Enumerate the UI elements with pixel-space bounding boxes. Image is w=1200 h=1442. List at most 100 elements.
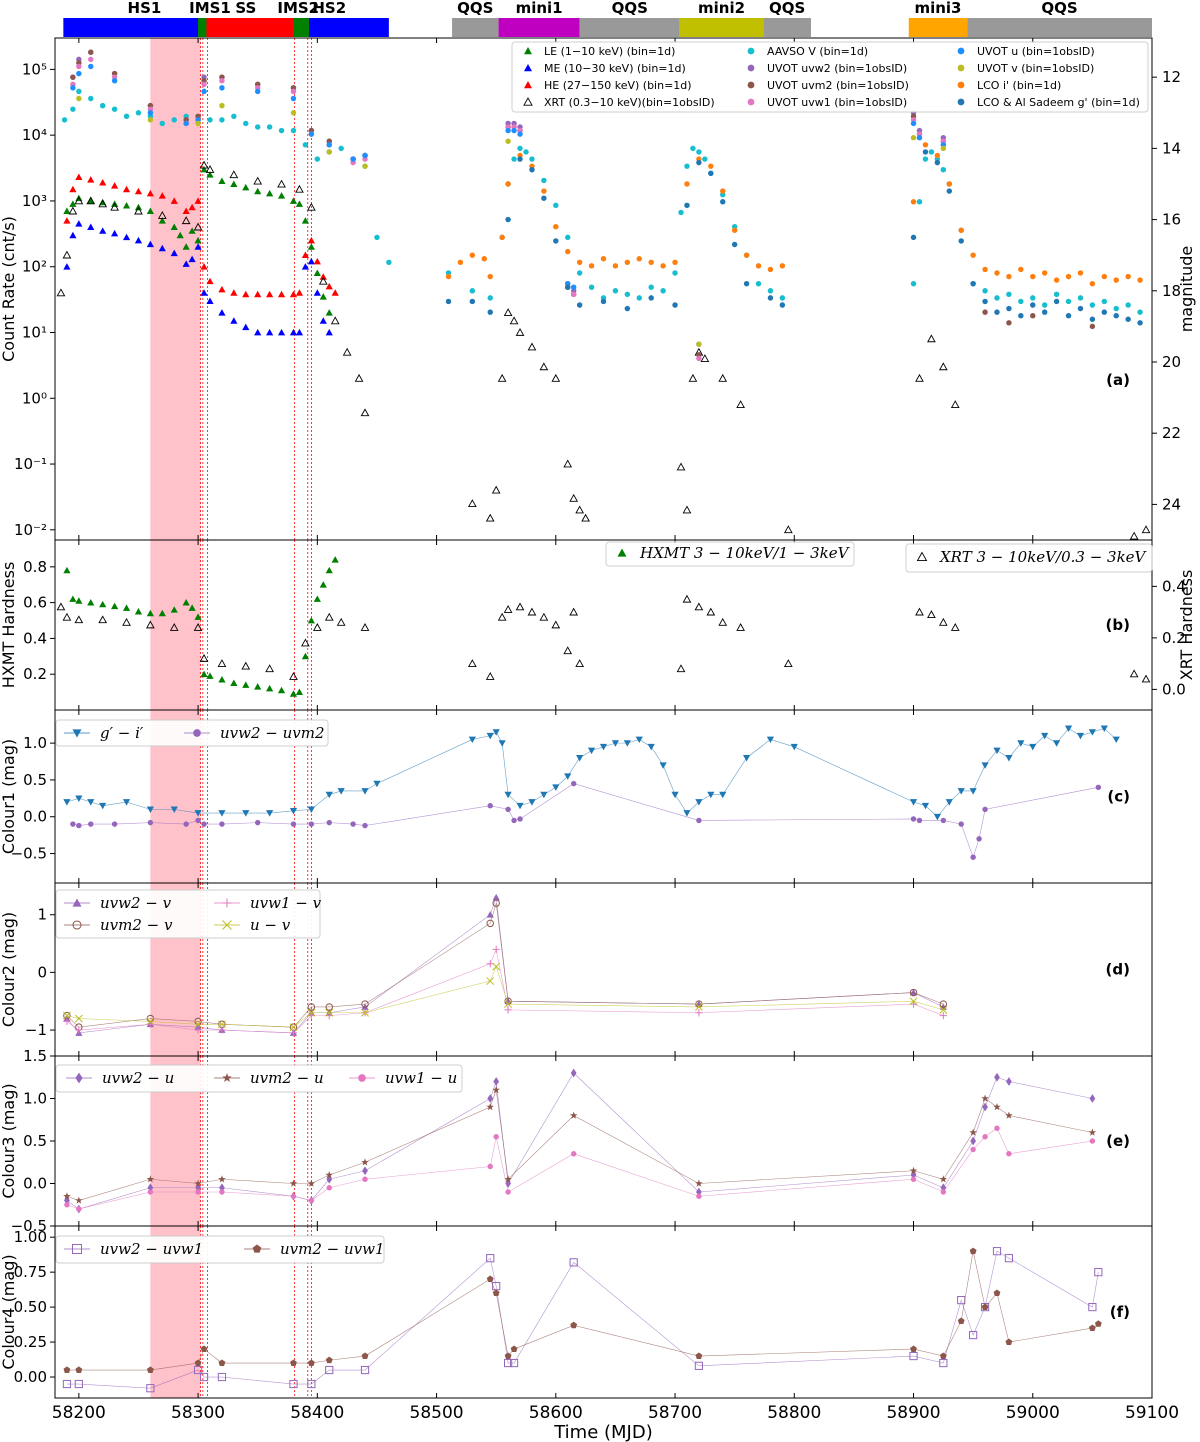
data-point [313, 289, 321, 296]
data-point [146, 1384, 155, 1393]
panel-label: (d) [1106, 961, 1130, 979]
legend-marker [252, 1244, 262, 1253]
y2-axis-label: magnitude [1177, 246, 1196, 333]
data-point [266, 328, 274, 336]
data-point [325, 1008, 334, 1017]
data-point [1077, 295, 1084, 301]
data-point [487, 1094, 494, 1103]
data-point [481, 256, 487, 262]
data-point [950, 400, 960, 408]
data-point [307, 236, 315, 244]
legend-marker [193, 729, 201, 737]
data-point [1064, 725, 1073, 733]
data-point [553, 202, 559, 209]
data-point [492, 1289, 500, 1297]
data-point [301, 217, 310, 224]
data-point [939, 1175, 948, 1183]
data-point [1112, 736, 1120, 744]
data-point [676, 462, 686, 471]
legend-label: u − v [250, 916, 291, 934]
data-point [289, 690, 298, 697]
x-tick-label: 59100 [1125, 1403, 1179, 1423]
series-xrt [56, 160, 1151, 540]
data-point [994, 295, 1000, 301]
data-point [969, 1128, 977, 1136]
y2-axis-label: XRT Hardness [1177, 570, 1196, 681]
data-point [1141, 525, 1151, 534]
data-point [1088, 729, 1096, 736]
data-point [994, 309, 1000, 315]
y2-tick-label: 18 [1162, 282, 1181, 300]
legend-label: UVOT u (bin=1obsID) [977, 45, 1095, 58]
state-segment [763, 18, 811, 37]
legend: uvw2 − v uvw1 − v uvm2 − v u − v [55, 889, 322, 939]
x-tick-label: 58500 [410, 1403, 464, 1423]
legend-marker [957, 81, 965, 89]
data-point [970, 1136, 977, 1146]
data-point [241, 661, 251, 670]
data-point [122, 233, 131, 241]
data-point [1030, 295, 1036, 301]
data-point [122, 799, 131, 806]
data-point [982, 806, 988, 813]
data-point [969, 1247, 977, 1255]
data-point [492, 1086, 500, 1094]
data-point [326, 149, 332, 155]
data-point [290, 1359, 297, 1366]
data-point [982, 1134, 988, 1140]
data-point [242, 183, 250, 191]
data-point [504, 1358, 513, 1368]
data-point [916, 817, 923, 824]
data-point [170, 606, 178, 613]
legend-label: UVOT uvw2 (bin=1obsID) [767, 62, 907, 75]
data-point [69, 200, 77, 207]
data-point [1137, 320, 1143, 326]
legend-marker [957, 47, 965, 55]
panel-label: (e) [1106, 1132, 1130, 1150]
data-point [682, 505, 692, 514]
data-point [736, 400, 745, 408]
data-point [982, 1102, 988, 1112]
data-point [779, 263, 786, 269]
data-point [171, 117, 177, 123]
series-uvw1-u [64, 1125, 1096, 1212]
y-tick-label: 0.5 [23, 1132, 47, 1150]
data-point [1077, 305, 1084, 312]
data-point [517, 145, 523, 152]
data-point [69, 185, 77, 193]
y-tick-label: 0.00 [14, 1368, 47, 1386]
data-point [1029, 743, 1037, 751]
data-point [1089, 316, 1096, 322]
data-point [1100, 725, 1108, 733]
data-point [939, 1005, 948, 1014]
data-point [87, 223, 95, 230]
data-point [194, 1359, 202, 1366]
series-le [63, 165, 333, 316]
y-axis-label: Count Rate (cnt/s) [0, 216, 18, 362]
panel-e: −0.5 0.0 0.5 1.0 1.5 Colour3 (mag) (e) uvw2 − u… [0, 1047, 1153, 1235]
data-point [361, 1008, 369, 1017]
data-point [940, 145, 947, 152]
data-point [588, 284, 595, 290]
data-point [910, 816, 917, 822]
data-point [469, 298, 476, 305]
data-point [624, 291, 631, 298]
data-point [940, 1189, 947, 1195]
data-point [207, 117, 213, 123]
data-point [672, 259, 678, 266]
y-tick-label: 10¹ [22, 323, 47, 341]
data-point [696, 817, 702, 824]
y-tick-label: 0.75 [14, 1263, 47, 1281]
data-point [927, 334, 936, 343]
y-axis-label: Colour4 (mag) [0, 1254, 18, 1369]
data-point [158, 217, 166, 224]
data-point [277, 328, 286, 336]
data-point [1089, 280, 1096, 287]
data-point [767, 266, 774, 273]
data-point [671, 791, 679, 799]
data-point [194, 243, 202, 250]
data-point [684, 202, 690, 209]
data-point [1005, 754, 1013, 762]
data-point [1088, 1128, 1097, 1136]
